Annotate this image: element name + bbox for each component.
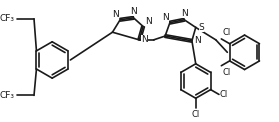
Text: N: N bbox=[130, 7, 137, 16]
Text: S: S bbox=[199, 23, 204, 32]
Text: CF₃: CF₃ bbox=[0, 14, 15, 23]
Text: CF₃: CF₃ bbox=[0, 91, 15, 100]
Text: N: N bbox=[194, 36, 201, 45]
Text: Cl: Cl bbox=[222, 68, 230, 77]
Text: N: N bbox=[145, 16, 152, 25]
Text: Cl: Cl bbox=[222, 28, 230, 37]
Text: N: N bbox=[112, 10, 119, 19]
Text: N: N bbox=[141, 35, 148, 44]
Text: N: N bbox=[162, 13, 169, 22]
Text: Cl: Cl bbox=[192, 110, 200, 119]
Text: N: N bbox=[181, 9, 188, 18]
Text: Cl: Cl bbox=[220, 90, 228, 99]
